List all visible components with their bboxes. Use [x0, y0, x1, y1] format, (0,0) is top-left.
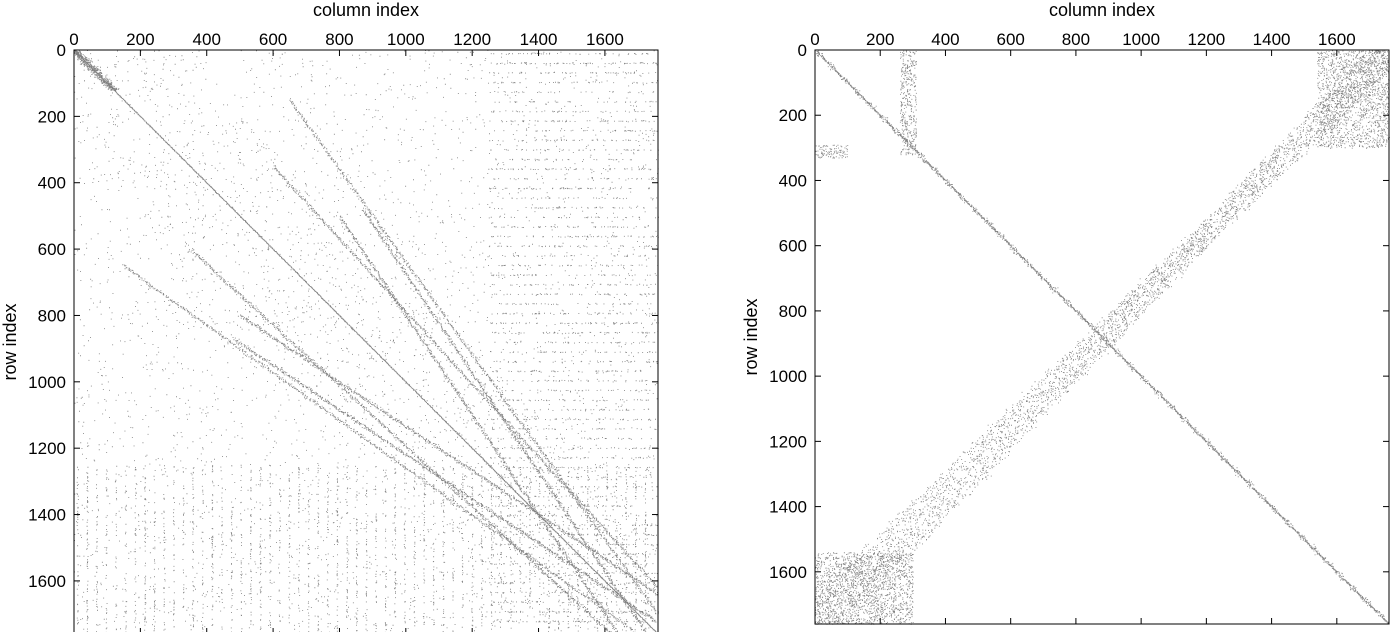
x-tick-label: 1600 — [1318, 30, 1356, 49]
plot-frame-left — [73, 49, 659, 632]
y-tick-label: 1600 — [769, 563, 807, 582]
x-tick-label: 600 — [996, 30, 1024, 49]
x-tick-label: 200 — [126, 30, 154, 49]
x-tick-label: 0 — [810, 30, 819, 49]
nonzero-pattern-left — [74, 50, 659, 632]
y-tick-label: 800 — [38, 306, 66, 325]
x-tick-label: 1600 — [586, 30, 624, 49]
x-axis-label-left: column index — [313, 0, 419, 20]
x-ticks-right: 0 200 400 600 800 1000 1200 1400 1600 — [810, 30, 1356, 624]
y-ticks-left: 0 200 400 600 800 1000 1200 1400 1600 — [28, 41, 658, 591]
y-tick-label: 400 — [38, 174, 66, 193]
y-tick-label: 1600 — [28, 572, 66, 591]
y-tick-label: 1400 — [769, 498, 807, 517]
y-tick-label: 600 — [38, 240, 66, 259]
y-tick-label: 0 — [798, 41, 807, 60]
y-ticks-right: 0 200 400 600 800 1000 1200 1400 1600 — [769, 41, 1389, 582]
x-tick-label: 800 — [325, 30, 353, 49]
y-tick-label: 1000 — [28, 373, 66, 392]
sparsity-plot-right: 0 200 400 600 800 1000 1200 1400 1600 0 200 400 600… — [741, 0, 1390, 625]
x-tick-label: 1400 — [1253, 30, 1291, 49]
y-tick-label: 1400 — [28, 506, 66, 525]
y-tick-label: 800 — [779, 302, 807, 321]
y-tick-label: 200 — [779, 106, 807, 125]
y-tick-label: 0 — [57, 41, 66, 60]
plot-frame-right — [814, 49, 1390, 625]
nonzero-marks — [74, 50, 659, 632]
x-tick-label: 200 — [866, 30, 894, 49]
x-tick-label: 1200 — [1187, 30, 1225, 49]
x-tick-label: 0 — [69, 30, 78, 49]
nonzero-marks — [815, 50, 1390, 625]
x-tick-label: 400 — [931, 30, 959, 49]
x-tick-label: 1000 — [387, 30, 425, 49]
x-tick-label: 800 — [1062, 30, 1090, 49]
y-tick-label: 1000 — [769, 367, 807, 386]
x-tick-label: 400 — [193, 30, 221, 49]
y-tick-label: 600 — [779, 237, 807, 256]
y-tick-label: 1200 — [769, 432, 807, 451]
y-tick-label: 200 — [38, 107, 66, 126]
x-ticks-left: 0 200 400 600 800 1000 1200 1400 1600 — [69, 30, 624, 632]
y-tick-label: 400 — [779, 171, 807, 190]
y-axis-label-left: row index — [0, 303, 20, 380]
y-axis-label-right: row index — [741, 298, 761, 375]
y-tick-label: 1200 — [28, 439, 66, 458]
x-axis-label-right: column index — [1049, 0, 1155, 20]
x-tick-label: 1200 — [453, 30, 491, 49]
x-tick-label: 600 — [259, 30, 287, 49]
x-tick-label: 1400 — [520, 30, 558, 49]
nonzero-pattern-right — [815, 50, 1390, 625]
sparsity-plot-left: 0 200 400 600 800 1000 1200 1400 1600 0 200 400 600… — [0, 0, 659, 632]
x-tick-label: 1000 — [1122, 30, 1160, 49]
